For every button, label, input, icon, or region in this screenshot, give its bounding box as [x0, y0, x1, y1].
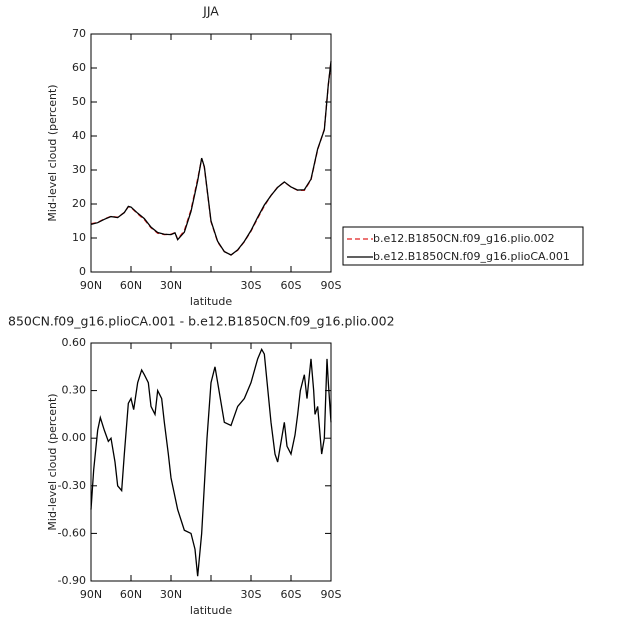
y-tick-label: 60: [72, 61, 86, 74]
plot-frame: [90, 342, 332, 582]
x-tick-label: 90S: [321, 279, 342, 292]
x-tick-label: 60N: [120, 279, 142, 292]
x-tick-label: 90N: [80, 588, 102, 601]
y-tick-label: 0.00: [62, 431, 87, 444]
x-tick-label: 30S: [241, 588, 262, 601]
x-tick-label: 30N: [160, 588, 182, 601]
x-axis-label: latitude: [190, 295, 232, 308]
y-tick-label: 0.60: [62, 336, 87, 349]
y-tick-label: 20: [72, 197, 86, 210]
legend-label: b.e12.B1850CN.f09_g16.plio.002: [373, 232, 555, 245]
x-tick-label: 90S: [321, 588, 342, 601]
data-line: [90, 61, 332, 256]
data-line: [90, 61, 332, 256]
y-tick-label: -0.30: [58, 479, 86, 492]
y-axis-label: Mid-level cloud (percent): [46, 393, 59, 530]
y-tick-label: -0.60: [58, 526, 86, 539]
x-axis-label: latitude: [190, 604, 232, 617]
x-tick-label: 30S: [241, 279, 262, 292]
y-tick-label: -0.90: [58, 574, 86, 587]
data-line: [90, 347, 332, 577]
y-tick-label: 40: [72, 129, 86, 142]
x-tick-label: 90N: [80, 279, 102, 292]
panel-title: 850CN.f09_g16.plioCA.001 - b.e12.B1850CN…: [8, 314, 395, 329]
x-tick-label: 60S: [281, 588, 302, 601]
y-tick-label: 10: [72, 231, 86, 244]
y-tick-label: 0.30: [62, 384, 87, 397]
panel-title: JJA: [202, 4, 219, 19]
y-axis-label: Mid-level cloud (percent): [46, 84, 59, 221]
x-tick-label: 30N: [160, 279, 182, 292]
plot-frame: [90, 33, 332, 273]
y-tick-label: 30: [72, 163, 86, 176]
x-tick-label: 60S: [281, 279, 302, 292]
y-tick-label: 50: [72, 95, 86, 108]
x-tick-label: 60N: [120, 588, 142, 601]
legend-box: [342, 226, 584, 266]
y-tick-label: 0: [79, 265, 86, 278]
y-tick-label: 70: [72, 27, 86, 40]
legend-label: b.e12.B1850CN.f09_g16.plioCA.001: [373, 250, 570, 263]
